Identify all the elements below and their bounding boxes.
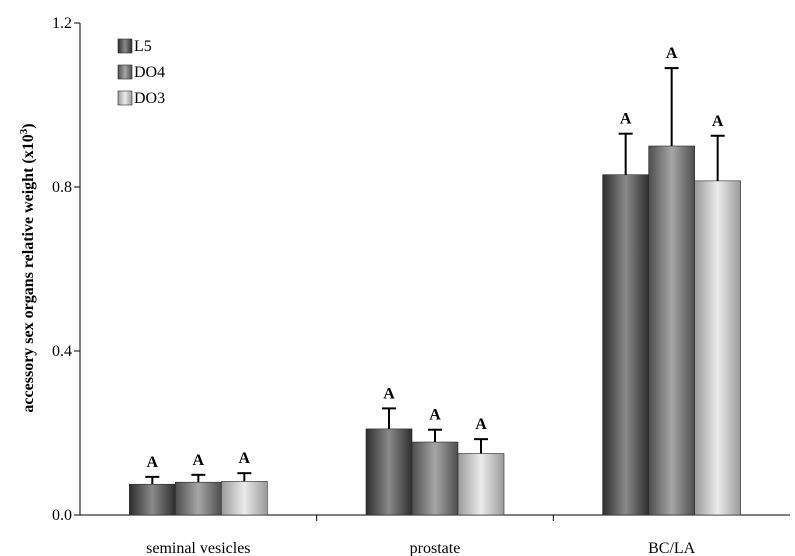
y-axis-label-main: accessory sex organs relative weight (x1… [20, 134, 37, 412]
y-axis-label: accessory sex organs relative weight (x1… [18, 123, 37, 412]
bar-l5 [602, 174, 649, 516]
significance-label: A [147, 454, 159, 471]
y-tick-label: 0.0 [52, 507, 72, 524]
y-tick-label: 0.4 [52, 343, 72, 360]
legend-swatch-l5 [117, 38, 133, 54]
legend-swatch-do3 [117, 90, 133, 106]
bar-do3 [694, 180, 741, 516]
category-label: prostate [410, 540, 461, 556]
y-tick-label: 1.2 [52, 15, 72, 32]
y-tick-label: 0.8 [52, 179, 72, 196]
significance-label: A [239, 450, 251, 467]
legend-swatch-do4 [117, 64, 133, 80]
significance-label: A [620, 111, 632, 128]
bar-do4 [175, 481, 222, 516]
legend-label: DO3 [134, 90, 165, 107]
bar-do3 [221, 481, 268, 516]
category-label: seminal vesicles [146, 540, 250, 556]
bar-l5 [365, 428, 413, 516]
bar-l5 [129, 483, 176, 516]
category-label: BC/LA [648, 540, 696, 556]
bar-do3 [457, 453, 505, 516]
significance-label: A [193, 452, 205, 469]
bar-do4 [648, 145, 695, 516]
significance-label: A [383, 385, 395, 402]
significance-label: A [712, 113, 724, 130]
y-axis-label-sup: 3 [18, 128, 30, 134]
legend-label: DO4 [134, 64, 165, 81]
significance-label: A [666, 45, 678, 62]
y-axis-label-end: ) [20, 123, 37, 128]
significance-label: A [475, 416, 487, 433]
legend-label: L5 [134, 38, 152, 55]
significance-label: A [429, 407, 441, 424]
bar-do4 [411, 441, 459, 516]
